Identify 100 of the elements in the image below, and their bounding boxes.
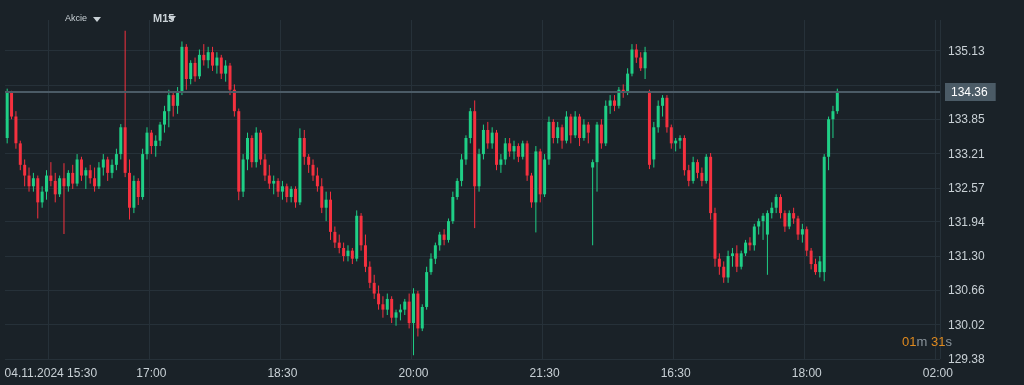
candlestick bbox=[730, 247, 734, 268]
candlestick bbox=[97, 161, 101, 190]
candlestick bbox=[215, 51, 219, 75]
candlestick bbox=[368, 260, 372, 289]
y-tick-label: 130.02 bbox=[948, 317, 986, 332]
candlestick bbox=[446, 217, 450, 244]
candlestick bbox=[136, 177, 140, 206]
candlestick bbox=[93, 167, 97, 193]
candlestick bbox=[189, 59, 193, 85]
annotation: 01m 31s bbox=[902, 334, 952, 349]
candlestick bbox=[582, 118, 586, 142]
candlestick bbox=[551, 118, 555, 144]
candlestick bbox=[726, 250, 730, 284]
candlestick bbox=[106, 156, 110, 182]
candlestick bbox=[669, 124, 673, 150]
candlestick bbox=[346, 244, 350, 262]
candlestick bbox=[18, 140, 22, 171]
candlestick bbox=[586, 121, 590, 144]
candlestick bbox=[337, 234, 341, 254]
candlestick bbox=[805, 226, 809, 257]
candlestick bbox=[27, 167, 31, 193]
candlestick bbox=[88, 164, 92, 185]
candlestick bbox=[149, 129, 153, 155]
candlestick bbox=[761, 212, 765, 241]
candlestick bbox=[818, 255, 822, 278]
candlestick bbox=[40, 185, 44, 209]
candlestick bbox=[224, 59, 228, 83]
candlestick bbox=[831, 105, 835, 139]
y-tick-label: 131.94 bbox=[948, 214, 986, 229]
candlestick bbox=[114, 148, 118, 171]
candlestick bbox=[739, 250, 743, 270]
candlestick bbox=[569, 113, 573, 144]
y-tick-label: 135.13 bbox=[948, 43, 986, 58]
candlestick bbox=[66, 169, 70, 193]
candlestick bbox=[197, 49, 201, 80]
candlestick bbox=[560, 124, 564, 150]
candlestick bbox=[390, 295, 394, 324]
candlestick bbox=[512, 140, 516, 160]
candlestick bbox=[272, 175, 276, 195]
x-tick-label: 20:00 bbox=[398, 366, 429, 380]
candlestick bbox=[696, 158, 700, 179]
candlestick bbox=[556, 121, 560, 144]
candlestick bbox=[31, 172, 35, 193]
candlestick bbox=[302, 129, 306, 166]
candlestick bbox=[809, 247, 813, 270]
candlestick bbox=[158, 121, 162, 147]
candlestick bbox=[245, 132, 249, 171]
candlestick bbox=[23, 158, 27, 187]
candlestick bbox=[464, 134, 468, 166]
candlestick bbox=[101, 153, 105, 177]
candlestick bbox=[639, 51, 643, 72]
y-tick-label: 133.21 bbox=[948, 146, 986, 161]
x-tick-label: 18:30 bbox=[267, 366, 298, 380]
y-tick-label: 129.38 bbox=[948, 352, 986, 366]
x-tick-label: 02:00 bbox=[922, 366, 954, 380]
candlestick bbox=[307, 153, 311, 174]
candlestick bbox=[381, 295, 385, 319]
x-tick-label: 21:30 bbox=[529, 366, 560, 380]
candlestick bbox=[455, 177, 459, 201]
candlestick bbox=[486, 121, 490, 150]
candlestick bbox=[752, 223, 756, 252]
candlestick bbox=[691, 156, 695, 185]
candlestick bbox=[176, 86, 180, 115]
candlestick bbox=[324, 191, 328, 222]
candlestick bbox=[599, 118, 603, 150]
candlestick bbox=[460, 153, 464, 187]
candlestick bbox=[678, 134, 682, 150]
candlestick bbox=[835, 88, 839, 115]
candlestick bbox=[219, 54, 223, 80]
candlestick bbox=[193, 57, 197, 83]
candlestick bbox=[687, 164, 691, 187]
candlestick bbox=[377, 285, 381, 311]
candlestick bbox=[700, 167, 704, 187]
candlestick bbox=[765, 209, 769, 276]
candlestick bbox=[796, 215, 800, 241]
candlestick bbox=[342, 242, 346, 262]
candlestick bbox=[311, 158, 315, 182]
candlestick bbox=[420, 303, 424, 332]
candlestick bbox=[263, 153, 267, 182]
candlestick bbox=[438, 231, 442, 252]
annotation: Akcie bbox=[65, 13, 88, 23]
candlestick bbox=[167, 89, 171, 128]
candlestick bbox=[363, 234, 367, 273]
candlestick bbox=[783, 209, 787, 233]
candlestick bbox=[442, 228, 446, 246]
candlestick bbox=[503, 137, 507, 166]
candlestick bbox=[407, 293, 411, 329]
candlestick bbox=[578, 113, 582, 147]
x-tick-label: 18:00 bbox=[791, 366, 823, 380]
y-tick-label: 133.85 bbox=[948, 112, 986, 127]
candlestick bbox=[499, 153, 503, 174]
candlestick bbox=[591, 158, 595, 246]
candlestick bbox=[608, 94, 612, 115]
candlestick bbox=[779, 193, 783, 219]
candlestick bbox=[661, 94, 665, 118]
candlestick bbox=[211, 46, 215, 72]
candlestick bbox=[735, 244, 739, 273]
candlestick bbox=[79, 156, 83, 182]
candlestick bbox=[285, 183, 289, 203]
ref-line-label: 134.36 bbox=[951, 84, 989, 99]
